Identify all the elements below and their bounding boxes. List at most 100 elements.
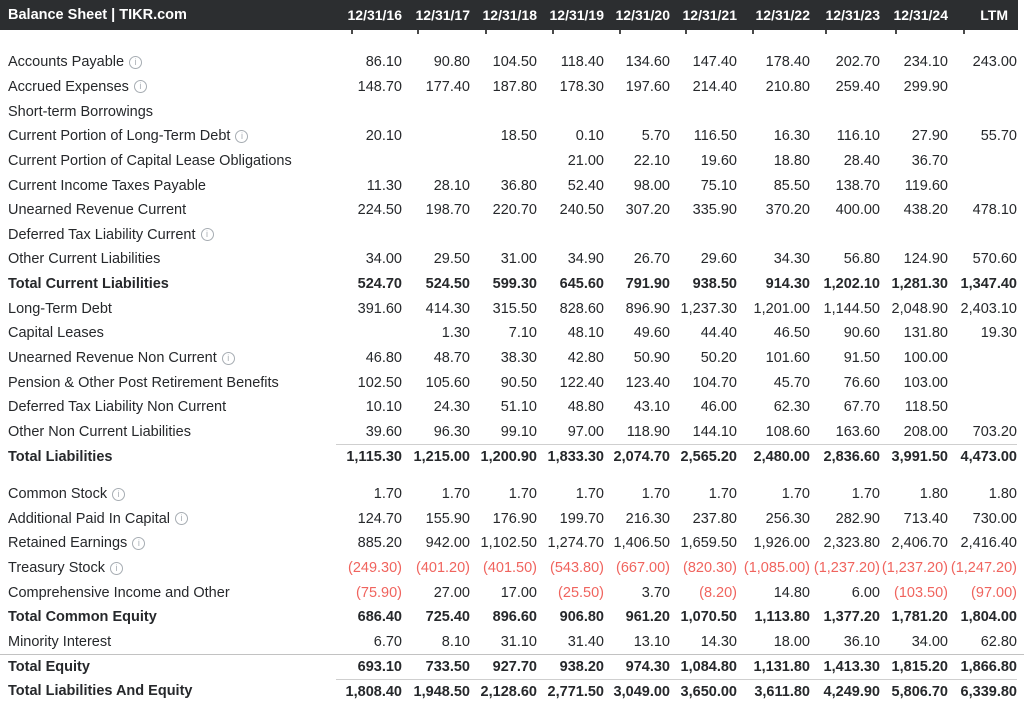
info-icon[interactable]: i xyxy=(235,129,249,143)
column-tick xyxy=(485,30,487,34)
value-cell: 914.30 xyxy=(765,276,810,293)
value-cell: 42.80 xyxy=(567,350,604,366)
value-cell: 50.20 xyxy=(700,350,737,366)
value-cell: 34.00 xyxy=(365,251,402,268)
table-row[interactable]: Current Portion of Capital Lease Obligat… xyxy=(0,149,1024,174)
column-header: 12/31/24 xyxy=(893,7,949,23)
value-cell: 116.10 xyxy=(836,128,880,145)
value-cell: 1,781.20 xyxy=(891,609,948,626)
value-cell: 20.10 xyxy=(365,128,402,145)
row-label: Deferred Tax Liability Current i xyxy=(0,227,336,243)
table-row[interactable]: Long-Term Debt 391.60 414.30 315.50 828.60 89… xyxy=(0,296,1024,321)
table-row[interactable]: Retained Earnings i 885.20 942.00 1,102.50 1,… xyxy=(0,531,1024,556)
value-cell: (249.30) xyxy=(347,560,402,577)
table-row[interactable]: Comprehensive Income and Other (75.90) 27.… xyxy=(0,580,1024,605)
column-tick xyxy=(552,30,554,34)
value-cell: 11.30 xyxy=(366,177,402,194)
row-label: Total Liabilities xyxy=(0,449,336,465)
column-tick xyxy=(895,30,897,34)
table-row[interactable]: Other Current Liabilities 34.00 29.50 31.00… xyxy=(0,247,1024,272)
value-cell: 214.40 xyxy=(692,78,737,95)
value-cell: 2,403.10 xyxy=(960,300,1017,317)
info-icon[interactable]: i xyxy=(175,512,189,526)
info-icon[interactable]: i xyxy=(112,487,126,501)
row-values: 6.70 8.10 31.10 31.40 13.10 14.30 18.00 36.10 34… xyxy=(336,630,1017,655)
value-cell: 75.10 xyxy=(700,177,737,194)
value-cell: 46.00 xyxy=(700,399,737,416)
value-cell: 48.10 xyxy=(567,325,604,342)
info-icon[interactable]: i xyxy=(129,55,143,69)
info-icon[interactable]: i xyxy=(133,80,147,94)
value-cell: 90.80 xyxy=(433,54,470,71)
value-cell: 713.40 xyxy=(903,510,948,527)
info-icon[interactable]: i xyxy=(109,561,123,575)
table-row[interactable]: Total Liabilities And Equity 1,808.40 1,94… xyxy=(0,679,1024,704)
value-cell: 2,074.70 xyxy=(613,449,670,466)
table-row[interactable]: Current Portion of Long-Term Debt i 20.10 1… xyxy=(0,124,1024,149)
row-label: Unearned Revenue Current xyxy=(0,202,336,218)
table-row[interactable]: Accrued Expenses i 148.70 177.40 187.80 178.3… xyxy=(0,75,1024,100)
table-row[interactable]: Short-term Borrowings xyxy=(0,99,1024,124)
value-cell: 86.10 xyxy=(365,54,402,71)
value-cell: 8.10 xyxy=(441,634,470,651)
value-cell: (667.00) xyxy=(615,560,670,577)
table-row[interactable]: Other Non Current Liabilities 39.60 96.30 9… xyxy=(0,420,1024,445)
row-values: 10.10 24.30 51.10 48.80 43.10 46.00 62.30 67.70… xyxy=(336,395,1017,420)
value-cell: 148.70 xyxy=(357,78,402,95)
value-cell: 21.00 xyxy=(567,152,604,169)
value-cell: 176.90 xyxy=(492,510,537,527)
table-row[interactable]: Capital Leases 1.30 7.10 48.10 49.60 44.40 46.… xyxy=(0,321,1024,346)
row-label: Pension & Other Post Retirement Benefits xyxy=(0,375,336,391)
row-label: Additional Paid In Capital i xyxy=(0,511,336,527)
value-cell: 210.80 xyxy=(765,78,810,95)
value-cell: (103.50) xyxy=(893,584,948,601)
value-cell: 197.60 xyxy=(625,78,670,95)
value-cell: 1,200.90 xyxy=(480,449,537,466)
column-header: 12/31/22 xyxy=(755,7,811,23)
value-cell: 102.50 xyxy=(357,374,402,391)
value-cell: 400.00 xyxy=(835,202,880,219)
table-row[interactable]: Total Current Liabilities 524.70 524.50 599… xyxy=(0,272,1024,297)
row-label-text: Other Non Current Liabilities xyxy=(8,423,191,440)
value-cell: 29.60 xyxy=(700,251,737,268)
table-row[interactable]: Unearned Revenue Non Current i 46.80 48.70 3… xyxy=(0,346,1024,371)
value-cell: 725.40 xyxy=(425,609,470,626)
value-cell: 1,659.50 xyxy=(680,535,737,552)
table-row[interactable]: Unearned Revenue Current 224.50 198.70 220.… xyxy=(0,198,1024,223)
value-cell: 927.70 xyxy=(492,659,537,676)
table-row[interactable]: Deferred Tax Liability Current i xyxy=(0,222,1024,247)
table-row[interactable]: Additional Paid In Capital i 124.70 155.90 1… xyxy=(0,507,1024,532)
table-row[interactable]: Total Common Equity 686.40 725.40 896.60 906… xyxy=(0,605,1024,630)
value-cell: 0.10 xyxy=(575,128,604,145)
row-label-text: Accounts Payable xyxy=(8,54,125,71)
table-row[interactable]: Total Liabilities 1,115.30 1,215.00 1,200.9… xyxy=(0,444,1024,469)
row-values: (249.30) (401.20) (401.50) (543.80) (667.00)… xyxy=(336,556,1017,581)
table-row[interactable]: Minority Interest 6.70 8.10 31.10 31.40 13.10… xyxy=(0,630,1024,655)
value-cell: 3,611.80 xyxy=(754,683,810,700)
table-row[interactable]: Total Equity 693.10 733.50 927.70 938.20 974.… xyxy=(0,654,1024,679)
value-cell: 97.00 xyxy=(567,423,604,440)
row-values: 86.10 90.80 104.50 118.40 134.60 147.40 178.40… xyxy=(336,50,1017,75)
row-label: Deferred Tax Liability Non Current xyxy=(0,399,336,415)
value-cell: 187.80 xyxy=(492,78,537,95)
table-row[interactable]: Common Stock i 1.70 1.70 1.70 1.70 1.70 1.70 1.7… xyxy=(0,482,1024,507)
table-row[interactable]: Pension & Other Post Retirement Benefits… xyxy=(0,370,1024,395)
value-cell: 2,836.60 xyxy=(823,449,880,466)
table-row[interactable]: Treasury Stock i (249.30) (401.20) (401.50)(… xyxy=(0,556,1024,581)
table-row[interactable]: Accounts Payable i 86.10 90.80 104.50 118.40 1… xyxy=(0,50,1024,75)
value-cell: 1,144.50 xyxy=(823,300,880,317)
row-label: Unearned Revenue Non Current i xyxy=(0,350,336,366)
value-cell: 199.70 xyxy=(559,510,604,527)
value-cell: 144.10 xyxy=(692,423,737,440)
info-icon[interactable]: i xyxy=(132,536,146,550)
column-header: 12/31/20 xyxy=(615,7,671,23)
value-cell: 414.30 xyxy=(425,300,470,317)
table-row[interactable]: Deferred Tax Liability Non Current 10.10 2… xyxy=(0,395,1024,420)
info-icon[interactable]: i xyxy=(200,228,214,242)
row-label-text: Comprehensive Income and Other xyxy=(8,584,230,601)
table-row[interactable]: Current Income Taxes Payable 11.30 28.10 36… xyxy=(0,173,1024,198)
row-label: Total Liabilities And Equity xyxy=(0,683,336,699)
info-icon[interactable]: i xyxy=(221,351,235,365)
value-cell: 208.00 xyxy=(903,423,948,440)
value-cell: 3,049.00 xyxy=(613,683,670,700)
